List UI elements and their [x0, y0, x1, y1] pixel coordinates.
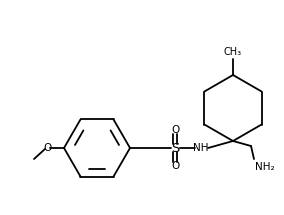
Text: CH₃: CH₃: [224, 47, 242, 57]
Text: O: O: [171, 161, 179, 171]
Text: O: O: [171, 125, 179, 135]
Text: O: O: [43, 143, 51, 153]
Text: S: S: [171, 141, 179, 155]
Text: NH₂: NH₂: [255, 162, 275, 172]
Text: NH: NH: [193, 143, 209, 153]
